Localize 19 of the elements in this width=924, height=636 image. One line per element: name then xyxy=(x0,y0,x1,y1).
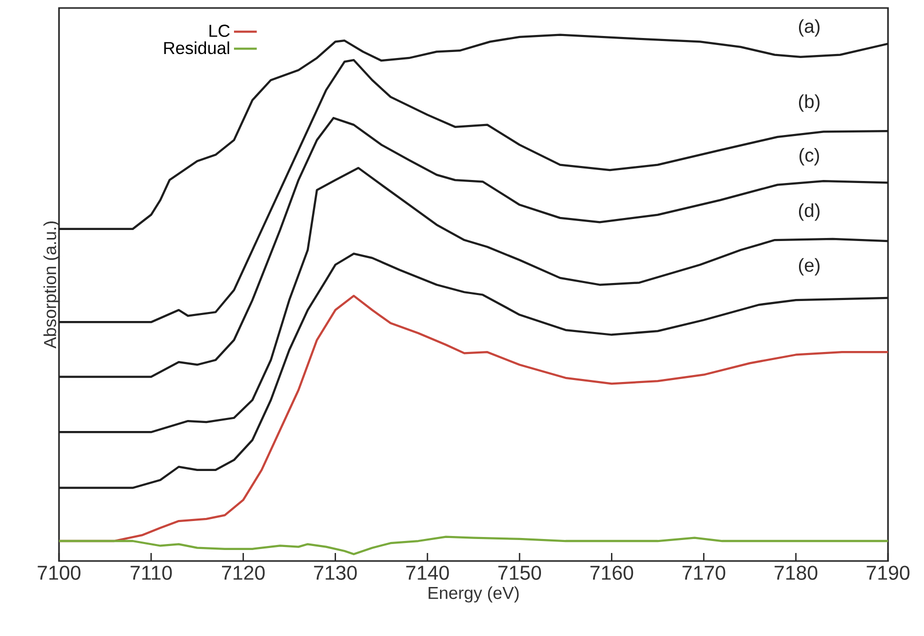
x-tick-label: 7110 xyxy=(130,566,172,580)
x-tick-label: 7180 xyxy=(774,566,818,580)
annotation: (d) xyxy=(798,203,820,221)
y-axis-title: Absorption (a.u.) xyxy=(43,222,60,349)
annotation: (e) xyxy=(798,258,820,276)
x-tick-label: 7190 xyxy=(866,566,910,580)
x-tick-label: 7160 xyxy=(590,566,634,580)
annotation: (a) xyxy=(798,19,820,37)
x-tick-label: 7130 xyxy=(314,566,357,580)
x-tick-label: 7120 xyxy=(222,566,265,580)
x-tick-label: 7100 xyxy=(38,566,80,580)
x-tick-label: 7140 xyxy=(406,566,449,580)
legend-label: LC xyxy=(210,24,230,37)
x-axis-title: Energy (eV) xyxy=(428,586,519,603)
x-tick-label: 7150 xyxy=(498,566,542,580)
annotation: (c) xyxy=(800,148,819,166)
legend-label: Residual xyxy=(164,41,230,54)
annotation: (b) xyxy=(798,94,820,112)
x-tick-label: 7170 xyxy=(682,566,726,580)
